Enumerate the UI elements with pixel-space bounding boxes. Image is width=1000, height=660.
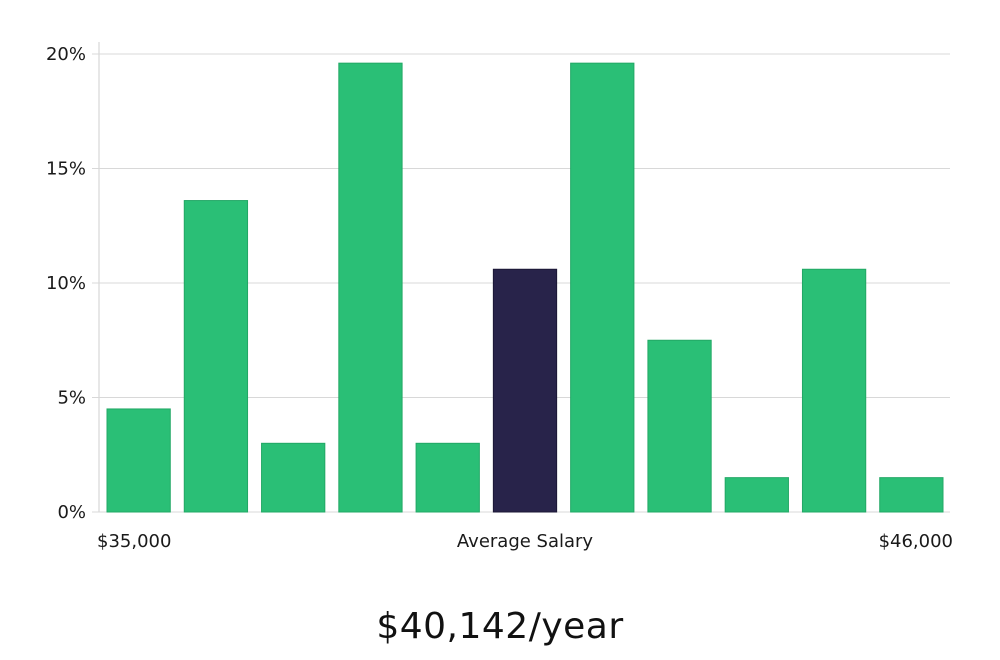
bar bbox=[801, 268, 867, 513]
x-axis: $35,000 Average Salary $46,000 bbox=[97, 531, 953, 552]
bars bbox=[106, 62, 944, 513]
y-axis-labels: 0% 5% 10% 15% 20% bbox=[46, 44, 86, 523]
bar-average-salary bbox=[492, 268, 558, 513]
bar bbox=[261, 442, 326, 513]
average-salary-value: $40,142/year bbox=[376, 606, 624, 647]
bar bbox=[338, 62, 403, 513]
y-tick-label: 0% bbox=[57, 502, 86, 523]
x-max-label: $46,000 bbox=[879, 531, 953, 552]
bar bbox=[647, 339, 712, 513]
x-min-label: $35,000 bbox=[97, 531, 171, 552]
y-tick-label: 20% bbox=[46, 44, 86, 65]
bar bbox=[106, 408, 171, 513]
x-axis-title: Average Salary bbox=[457, 531, 594, 552]
bar bbox=[724, 477, 789, 513]
bar bbox=[183, 200, 249, 513]
y-tick-label: 10% bbox=[46, 273, 86, 294]
bar bbox=[415, 442, 480, 513]
y-tick-label: 15% bbox=[46, 159, 86, 180]
y-tick-label: 5% bbox=[57, 388, 86, 409]
bar bbox=[879, 477, 944, 513]
bar bbox=[570, 62, 635, 513]
